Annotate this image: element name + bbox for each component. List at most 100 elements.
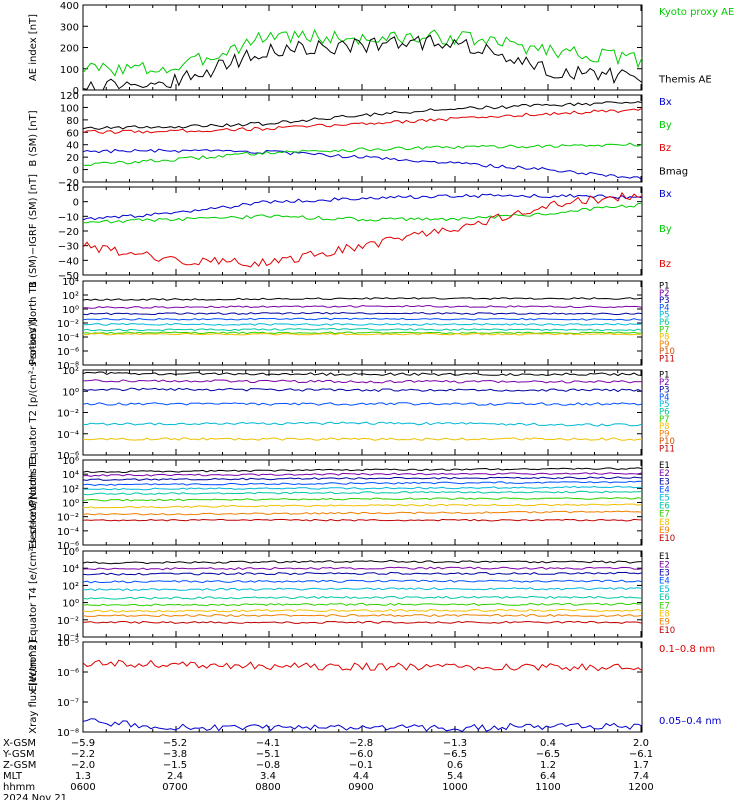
legend-entry: E3 (659, 569, 670, 579)
x-tick-label: 7.4 (633, 771, 649, 782)
date-label: 2024 Nov 21 (3, 793, 67, 800)
legend-entry: E6 (659, 593, 670, 603)
series-line (82, 595, 643, 600)
panel-8: 10⁻⁵ 10⁻⁶ 10⁻⁷ 10⁻⁸ Xray flux [W/m^2] 0.1–0.8… (28, 638, 721, 739)
panel-3: −50 −40 −30 −20 −10 0 10 B (SM)−IGRF (SM) [nT] B… (28, 174, 672, 288)
y-tick-label: 10⁻⁶ (57, 347, 79, 358)
legend-entry: E2 (659, 469, 670, 479)
series-line (82, 620, 643, 624)
panel-frame (82, 4, 643, 91)
y-tick-label: 10⁻² (57, 616, 79, 627)
y-tick-label: 300 (60, 22, 79, 33)
y-tick-label: 100 (60, 103, 79, 114)
panel-frame (82, 550, 643, 638)
y-tick-label: 10⁻⁸ (57, 361, 79, 372)
x-tick-label: 0700 (162, 782, 187, 793)
series-line (82, 608, 643, 613)
series-line (82, 472, 643, 477)
x-tick-label: 0900 (348, 782, 373, 793)
y-tick-label: 10⁻⁴ (57, 527, 79, 538)
series-line (82, 327, 643, 332)
legend-entry: P4 (659, 393, 670, 403)
series-line (83, 587, 643, 592)
legend-entry: E7 (659, 510, 670, 520)
legend-entry: P7 (659, 415, 670, 425)
legend-entry: E10 (659, 626, 675, 636)
x-tick-label: 0800 (255, 782, 280, 793)
series-line (82, 518, 643, 522)
series-line (82, 579, 643, 584)
series-line (82, 480, 643, 487)
y-tick-label: 10⁻⁶ (57, 668, 79, 679)
series-line (82, 34, 643, 91)
panel-6: 10⁶ 10⁴ 10² 10⁰ 10⁻² 10⁻⁴ 10⁻⁶ Electrons North … (28, 456, 675, 552)
x-axis-table: X-GSM −5.9 −5.2 −4.1 −2.8 −1.3 0.4 2.0 Y-GSM −2.2… (2, 738, 654, 800)
legend-entry: E10 (659, 534, 675, 544)
series-line (82, 559, 643, 565)
y-axis-label: AE index [nT] (28, 14, 39, 81)
series-line (82, 659, 643, 672)
legend-entry: Bz (659, 259, 671, 270)
series-line (82, 497, 643, 502)
panel-frame (82, 94, 643, 183)
y-tick-label: 10⁻⁵ (57, 638, 79, 649)
series-line (82, 437, 643, 441)
legend-entry: P2 (659, 289, 670, 299)
series-line (82, 28, 643, 77)
y-tick-label: −10 (58, 212, 79, 223)
y-tick-label: 0 (73, 166, 79, 177)
y-tick-label: 10⁶ (62, 547, 79, 558)
legend-entry: E2 (659, 560, 670, 570)
x-tick-label: −6.1 (629, 749, 653, 760)
legend-entry: E8 (659, 610, 670, 620)
y-tick-label: 80 (66, 116, 79, 127)
x-row-label: MLT (3, 771, 23, 782)
series-line (82, 476, 643, 481)
y-tick-label: −20 (58, 227, 79, 238)
series-line (82, 571, 643, 576)
y-axis-label: Electrons Equator T4 [e/(cm²-s-sr-keV)] (28, 496, 39, 691)
y-tick-label: 120 (60, 91, 79, 102)
legend-entry: P11 (659, 444, 675, 454)
y-tick-label: −30 (58, 242, 79, 253)
legend-entry: Bx (659, 97, 672, 108)
legend-entry: P6 (659, 408, 670, 418)
panel-1: 0 100 200 300 400 AE index [nT] Kyoto proxy AE… (28, 1, 734, 97)
series-line (82, 402, 643, 406)
series-line (82, 490, 643, 496)
x-tick-label: 0.4 (540, 738, 556, 749)
legend-entry: E5 (659, 493, 670, 503)
y-tick-label: 10² (62, 291, 79, 302)
y-tick-label: 10⁰ (62, 305, 79, 316)
series-line (82, 311, 643, 316)
y-tick-label: 10⁻⁴ (57, 333, 79, 344)
series-line (82, 323, 642, 326)
legend-entry: P4 (659, 303, 670, 313)
x-tick-label: −3.8 (163, 749, 187, 760)
legend-entry: Bx (659, 189, 672, 200)
x-row-label: Y-GSM (2, 749, 35, 760)
x-tick-label: −2.2 (71, 749, 95, 760)
legend-entry: E8 (659, 518, 670, 528)
x-tick-label: −0.1 (349, 760, 373, 771)
x-tick-label: 3.4 (260, 771, 276, 782)
panel-4: 10⁴ 10² 10⁰ 10⁻² 10⁻⁴ 10⁻⁶ 10⁻⁸ Protons North T… (28, 277, 675, 372)
y-axis-label: B (SM)−IGRF (SM) [nT] (28, 174, 39, 288)
legend-entry: E6 (659, 502, 670, 512)
y-tick-label: 10⁻⁴ (57, 430, 79, 441)
x-tick-label: 1000 (442, 782, 467, 793)
series-line (82, 379, 643, 384)
legend-entry: Kyoto proxy AE (659, 7, 734, 18)
y-tick-label: 10⁻⁴ (57, 633, 79, 644)
y-tick-label: 10⁴ (62, 277, 79, 288)
y-tick-label: −20 (58, 178, 79, 189)
series-line (83, 485, 643, 491)
x-tick-label: 0.6 (447, 760, 463, 771)
x-tick-label: −1.5 (163, 760, 187, 771)
x-tick-label: 1200 (628, 782, 653, 793)
x-tick-label: −5.9 (71, 738, 95, 749)
x-tick-label: 2.0 (633, 738, 649, 749)
legend-entry: P1 (659, 282, 670, 292)
legend-entry: E4 (659, 485, 670, 495)
